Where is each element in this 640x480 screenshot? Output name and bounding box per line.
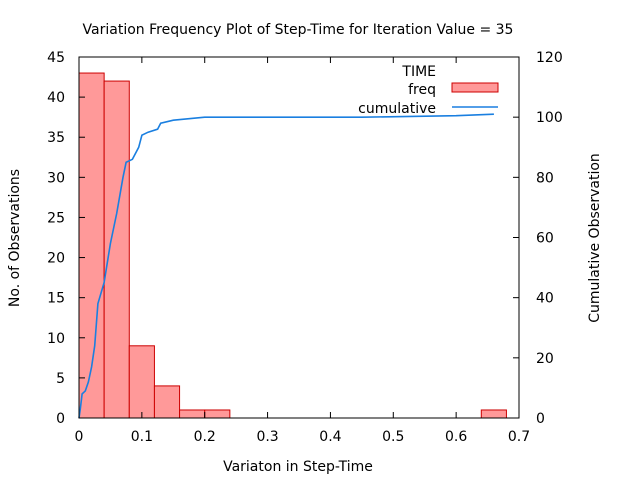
legend-swatch-freq	[451, 82, 499, 93]
legend-label-freq: freq	[408, 82, 436, 98]
x-tick-label: 0.3	[256, 429, 278, 445]
y-tick-label: 30	[47, 170, 65, 186]
freq-bar	[480, 409, 507, 419]
x-tick-label: 0.4	[319, 429, 341, 445]
y2-tick-labels: 0 20 40 60 80 100 120	[536, 50, 563, 427]
freq-bar	[78, 72, 105, 419]
y2-tick-label: 120	[536, 50, 563, 66]
freq-bar	[204, 409, 231, 419]
x-tick-label: 0.6	[445, 429, 467, 445]
y-tick-label: 10	[47, 331, 65, 347]
y-tick-label: 35	[47, 130, 65, 146]
freq-bar	[128, 345, 155, 419]
x-tick-label: 0.7	[508, 429, 530, 445]
y-tick-labels: 0 5 10 15 20 25 30 35 40 45	[47, 50, 65, 427]
y-tick-label: 5	[56, 371, 65, 387]
y-axis-label: No. of Observations	[7, 169, 23, 307]
legend-title: TIME	[401, 64, 436, 80]
legend: TIME freq cumulative	[358, 64, 499, 117]
x-tick-label: 0	[75, 429, 84, 445]
y2-tick-label: 0	[536, 411, 545, 427]
x-tick-labels: 0 0.1 0.2 0.3 0.4 0.5 0.6 0.7	[75, 429, 531, 445]
y-tick-label: 15	[47, 291, 65, 307]
x-tick-label: 0.5	[382, 429, 404, 445]
freq-bar	[179, 409, 206, 419]
y-tick-label: 0	[56, 411, 65, 427]
y-tick-label: 20	[47, 251, 65, 267]
plot-frame	[78, 56, 520, 419]
y2-tick-label: 100	[536, 110, 563, 126]
freq-bar	[153, 385, 181, 419]
freq-bars	[78, 72, 507, 419]
freq-bar	[103, 80, 130, 419]
y2-tick-label: 80	[536, 170, 554, 186]
y2-tick-label: 60	[536, 231, 554, 247]
y-tick-label: 25	[47, 210, 65, 226]
legend-label-cumulative: cumulative	[358, 101, 436, 117]
y2-tick-label: 40	[536, 291, 554, 307]
x-tick-label: 0.2	[194, 429, 216, 445]
y-tick-label: 45	[47, 50, 65, 66]
y2-axis-label: Cumulative Observation	[587, 153, 603, 323]
chart-title: Variation Frequency Plot of Step-Time fo…	[83, 22, 514, 38]
x-tick-label: 0.1	[131, 429, 153, 445]
y2-tick-label: 20	[536, 351, 554, 367]
y-tick-label: 40	[47, 90, 65, 106]
cumulative-line	[78, 113, 494, 419]
x-axis-label: Variaton in Step-Time	[223, 459, 373, 475]
